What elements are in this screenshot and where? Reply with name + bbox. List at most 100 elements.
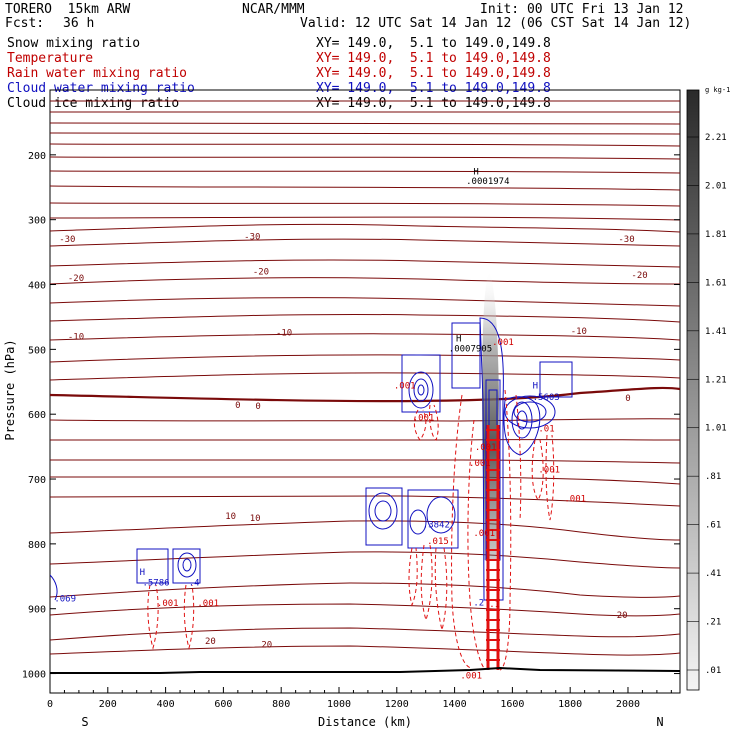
contour-annotation: .001 <box>564 495 586 505</box>
field-xy-temperature: XY= 149.0, 5.1 to 149.0,149.8 <box>316 51 551 66</box>
y-tick-label: 600 <box>28 410 46 421</box>
valid-time: Valid: 12 UTC Sat 14 Jan 12 (06 CST Sat … <box>300 16 692 31</box>
contour-annotation: .2 <box>473 598 484 608</box>
field-xy-cloud-water: XY= 149.0, 5.1 to 149.0,149.8 <box>316 81 551 96</box>
cloud-water-contour <box>504 395 556 429</box>
plot-frame <box>49 89 681 694</box>
temperature-label: 20 <box>205 637 216 647</box>
isotherm <box>50 111 680 113</box>
rain-water-contour <box>429 404 439 441</box>
contour-annotation: .001 <box>475 443 497 453</box>
isotherm <box>50 551 680 569</box>
temperature-label: 0 <box>235 401 240 411</box>
colorbar-label: 1.01 <box>705 424 727 434</box>
x-tick-label: 400 <box>157 699 175 710</box>
isotherm <box>50 313 680 323</box>
field-xy-cloud-ice: XY= 149.0, 5.1 to 149.0,149.8 <box>316 96 551 111</box>
cloud-water-contour <box>172 548 201 584</box>
snow-column <box>482 270 499 560</box>
isotherm <box>50 333 680 341</box>
heavy-rain-ticks <box>486 429 500 661</box>
isotherm <box>50 418 680 422</box>
temperature-label: 20 <box>261 640 272 650</box>
center-label: NCAR/MMM <box>242 2 305 17</box>
colorbar-label: 1.41 <box>705 327 727 337</box>
colorbar-label: 1.61 <box>705 278 727 288</box>
y-tick-label: 500 <box>28 345 46 356</box>
isotherm <box>50 476 680 485</box>
field-name-cloud-water: Cloud water mixing ratio <box>7 81 195 96</box>
fcst-label: Fcst: <box>5 16 45 31</box>
isotherm <box>50 495 680 507</box>
rain-water-contour <box>413 409 427 441</box>
colorbar: 2.21 2.01 1.81 1.61 1.41 1.21 1.01 .81 .61 .41 .21… <box>686 86 730 691</box>
contour-annotation: .001 <box>538 466 560 476</box>
colorbar-unit: g kg-1 <box>705 86 730 94</box>
rain-water-contour <box>147 584 159 650</box>
isotherm <box>50 223 680 233</box>
x-tick-label: 1200 <box>385 699 409 710</box>
x-tick-label: 600 <box>214 699 232 710</box>
rain-water-contour <box>420 544 433 622</box>
x-tick-label: 1600 <box>500 699 524 710</box>
field-name-snow: Snow mixing ratio <box>7 36 141 51</box>
model-title: TORERO 15km ARW <box>5 2 131 17</box>
cloud-water-contour <box>136 548 169 584</box>
x-tick-label: 0 <box>47 699 53 710</box>
x-tick-label: 1400 <box>443 699 467 710</box>
isotherm <box>50 132 680 135</box>
isotherm <box>50 459 680 464</box>
isotherm <box>50 645 680 656</box>
terrain-line <box>50 666 680 674</box>
field-xy-snow: XY= 149.0, 5.1 to 149.0,149.8 <box>316 36 551 51</box>
contour-annotation: H <box>473 167 478 177</box>
cloud-water-contour <box>407 489 459 549</box>
cloud-water-contour <box>408 371 434 409</box>
rain-water-contour <box>531 439 544 501</box>
contour-annotation: .001 <box>469 459 491 469</box>
y-tick-label: 800 <box>28 540 46 551</box>
y-axis-label: Pressure (hPa) <box>3 339 17 440</box>
rain-water-contour <box>545 434 555 521</box>
y-tick-label: 1000 <box>22 670 46 681</box>
isotherm <box>50 372 680 381</box>
x-tick-label: 1800 <box>558 699 582 710</box>
colorbar-label: .61 <box>705 521 721 531</box>
x-axis-label: Distance (km) <box>318 715 412 729</box>
x-tick-label: 200 <box>99 699 117 710</box>
cloud-water-contour <box>513 401 547 423</box>
x-tick-label: 800 <box>272 699 290 710</box>
isotherm <box>50 297 680 307</box>
contour-annotation: .001 <box>460 672 482 682</box>
colorbar-fill <box>686 89 700 691</box>
colorbar-label: 2.21 <box>705 133 727 143</box>
isotherm <box>50 185 680 191</box>
cloud-water-contour <box>50 574 58 601</box>
cloud-water-contour <box>417 384 425 396</box>
temperature-label: -10 <box>276 328 292 338</box>
cloud-water-contour <box>413 378 429 402</box>
y-tick-label: 400 <box>28 281 46 292</box>
cloud-water-contour <box>516 410 528 430</box>
x-end-label-north: N <box>656 715 663 729</box>
cloud-water-contour <box>539 361 573 398</box>
cloud-water-contour <box>365 487 403 546</box>
contour-annotation: H <box>456 335 461 345</box>
y-tick-label: 300 <box>28 216 46 227</box>
rain-water-contour <box>499 389 512 671</box>
temperature-label: -20 <box>631 271 647 281</box>
contour-annotation: .0001974 <box>466 177 509 187</box>
isotherm <box>50 603 680 617</box>
contour-annotation: .4 <box>189 578 200 588</box>
colorbar-label: 1.21 <box>705 375 727 385</box>
contour-annotation: .069 <box>54 595 76 605</box>
y-tick-label: 700 <box>28 475 46 486</box>
contour-annotation: .015 <box>427 537 449 547</box>
init-time: Init: 00 UTC Fri 13 Jan 12 <box>480 2 684 17</box>
temperature-label: -30 <box>244 233 260 243</box>
cloud-water-contour <box>182 558 192 572</box>
cloud-water-contour <box>401 354 441 413</box>
cloud-water-contour <box>177 552 197 578</box>
cloud-water-contour <box>451 322 481 389</box>
isotherm <box>50 122 680 125</box>
